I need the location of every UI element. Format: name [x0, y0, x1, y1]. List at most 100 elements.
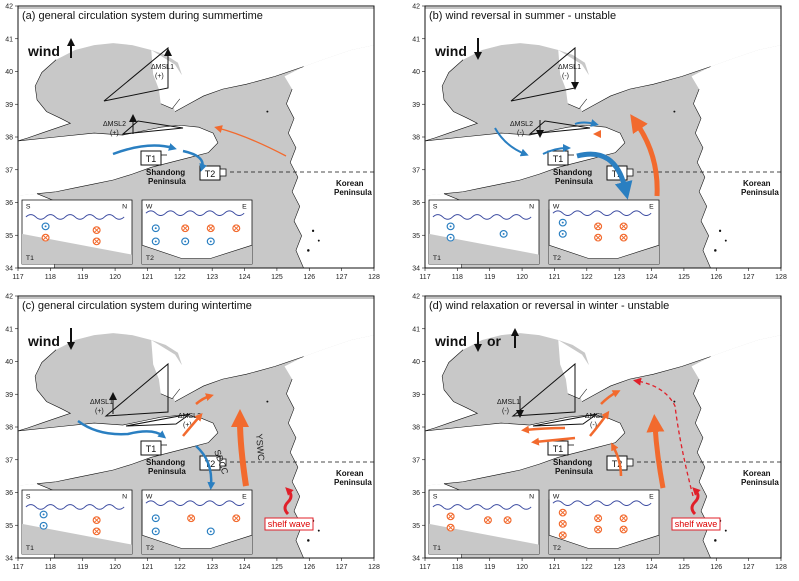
- cold-current-arrow: [182, 149, 208, 172]
- wind-label: wind: [27, 333, 60, 349]
- dmsl2-triangle: [125, 413, 191, 427]
- peninsula-label: Peninsula: [555, 177, 593, 186]
- cross-symbol-icon: [92, 237, 101, 246]
- shandong-label: Shandong: [146, 458, 185, 467]
- lon-tick-label: 122: [581, 274, 593, 281]
- peninsula-label: Peninsula: [555, 467, 593, 476]
- inset-t1-right: N: [529, 204, 534, 211]
- cross-symbol-icon: [558, 531, 567, 540]
- dmsl2-label: ΔMSL2: [178, 413, 201, 420]
- shelf-wave-path: [633, 377, 694, 497]
- inset-t1-left: S: [433, 204, 438, 211]
- lat-tick-label: 37: [412, 457, 420, 464]
- lon-tick-label: 124: [646, 274, 658, 281]
- t1-box: [140, 440, 162, 456]
- t1-box: [140, 150, 162, 166]
- lon-tick-label: 123: [206, 274, 218, 281]
- inset-t1: S N T1: [21, 489, 133, 555]
- lon-tick-label: 127: [743, 564, 755, 571]
- cold-current-arrow: [112, 143, 177, 156]
- korean-label: Korean: [743, 469, 771, 478]
- lat-tick-label: 34: [5, 556, 13, 563]
- t2-label: T2: [205, 169, 216, 179]
- wind-label: wind: [434, 333, 467, 349]
- korean-peninsula-label: Peninsula: [741, 188, 779, 197]
- lat-tick-label: 35: [412, 233, 420, 240]
- lon-tick-label: 123: [613, 564, 625, 571]
- inset-t1: S N T1: [428, 199, 540, 265]
- lon-tick-label: 122: [174, 564, 186, 571]
- dmsl2-sign: (-): [590, 422, 597, 429]
- inset-t2-left: W: [146, 204, 153, 211]
- cross-symbol-icon: [187, 514, 196, 523]
- warm-current-arrow: [611, 442, 623, 477]
- shelf-wave-label: shelf wave: [675, 519, 718, 529]
- lon-tick-label: 126: [303, 564, 315, 571]
- inset-t1-name: T1: [26, 255, 34, 262]
- dmsl2-label: ΔMSL2: [510, 121, 533, 128]
- wind-or-label: or: [487, 333, 502, 349]
- cross-symbol-icon: [483, 516, 492, 524]
- dmsl2-label: ΔMSL2: [103, 121, 126, 128]
- shelf-wave-icon: [690, 487, 701, 516]
- lat-tick-label: 41: [412, 326, 420, 333]
- panel-c: 117 118 119 120 121 122 123 124 125 126 127 128 34 35…: [5, 294, 380, 572]
- panel-title: (c) general circulation system during wi…: [22, 300, 252, 312]
- dmsl1-label: ΔMSL1: [90, 399, 113, 406]
- lat-tick-label: 34: [5, 266, 13, 273]
- lon-tick-label: 125: [271, 274, 283, 281]
- panel-d: 117 118 119 120 121 122 123 124 125 126 127 128 34 35…: [412, 294, 787, 572]
- inset-t2-left: W: [146, 494, 153, 501]
- cross-symbol-icon: [594, 525, 603, 534]
- lat-tick-label: 40: [5, 69, 13, 76]
- inset-t2-name: T2: [146, 545, 154, 552]
- cross-symbol-icon: [446, 523, 455, 532]
- inset-t1-right: N: [529, 494, 534, 501]
- shandong-label: Shandong: [553, 458, 592, 467]
- t2-label: T2: [612, 459, 623, 469]
- inset-t2-right: E: [649, 204, 654, 211]
- lon-tick-label: 127: [336, 274, 348, 281]
- dmsl1-label: ΔMSL1: [497, 399, 520, 406]
- lon-tick-label: 118: [45, 564, 56, 571]
- korean-label: Korean: [743, 179, 771, 188]
- lon-tick-label: 120: [516, 274, 528, 281]
- lat-tick-label: 35: [5, 233, 13, 240]
- lon-tick-label: 125: [678, 564, 690, 571]
- t1-label: T1: [553, 444, 564, 454]
- cross-symbol-icon: [232, 514, 241, 523]
- panel-title: (a) general circulation system during su…: [22, 10, 263, 22]
- inset-t1-left: S: [433, 494, 438, 501]
- cross-symbol-icon: [619, 233, 628, 242]
- cross-symbol-icon: [619, 514, 628, 523]
- cross-symbol-icon: [594, 514, 603, 523]
- korean-peninsula-label: Peninsula: [334, 478, 372, 487]
- t1-label: T1: [146, 444, 157, 454]
- lon-tick-label: 128: [368, 564, 380, 571]
- shelf-wave-box: [264, 517, 314, 531]
- cross-symbol-icon: [558, 508, 567, 517]
- warm-current-arrow: [214, 125, 287, 157]
- inset-t2-right: E: [242, 494, 247, 501]
- lat-tick-label: 34: [412, 266, 420, 273]
- cross-symbol-icon: [594, 233, 603, 242]
- lat-tick-label: 39: [5, 392, 13, 399]
- panel-title: (d) wind relaxation or reversal in winte…: [429, 300, 669, 312]
- cross-symbol-icon: [594, 222, 603, 231]
- lat-tick-label: 41: [412, 36, 420, 43]
- cold-current-arrow: [576, 151, 633, 200]
- korean-peninsula-label: Peninsula: [741, 478, 779, 487]
- dmsl2-triangle: [121, 120, 184, 135]
- lon-tick-label: 126: [710, 274, 722, 281]
- cross-symbol-icon: [619, 525, 628, 534]
- warm-current-arrow: [195, 393, 214, 405]
- lon-tick-label: 124: [646, 564, 658, 571]
- inset-t1-left: S: [26, 204, 31, 211]
- cross-symbol-icon: [503, 516, 512, 524]
- wind-label: wind: [434, 43, 467, 59]
- korean-peninsula-label: Peninsula: [334, 188, 372, 197]
- lon-tick-label: 128: [775, 274, 787, 281]
- t2-label: T2: [612, 169, 623, 179]
- lat-tick-label: 37: [412, 167, 420, 174]
- warm-current-arrow: [600, 390, 621, 405]
